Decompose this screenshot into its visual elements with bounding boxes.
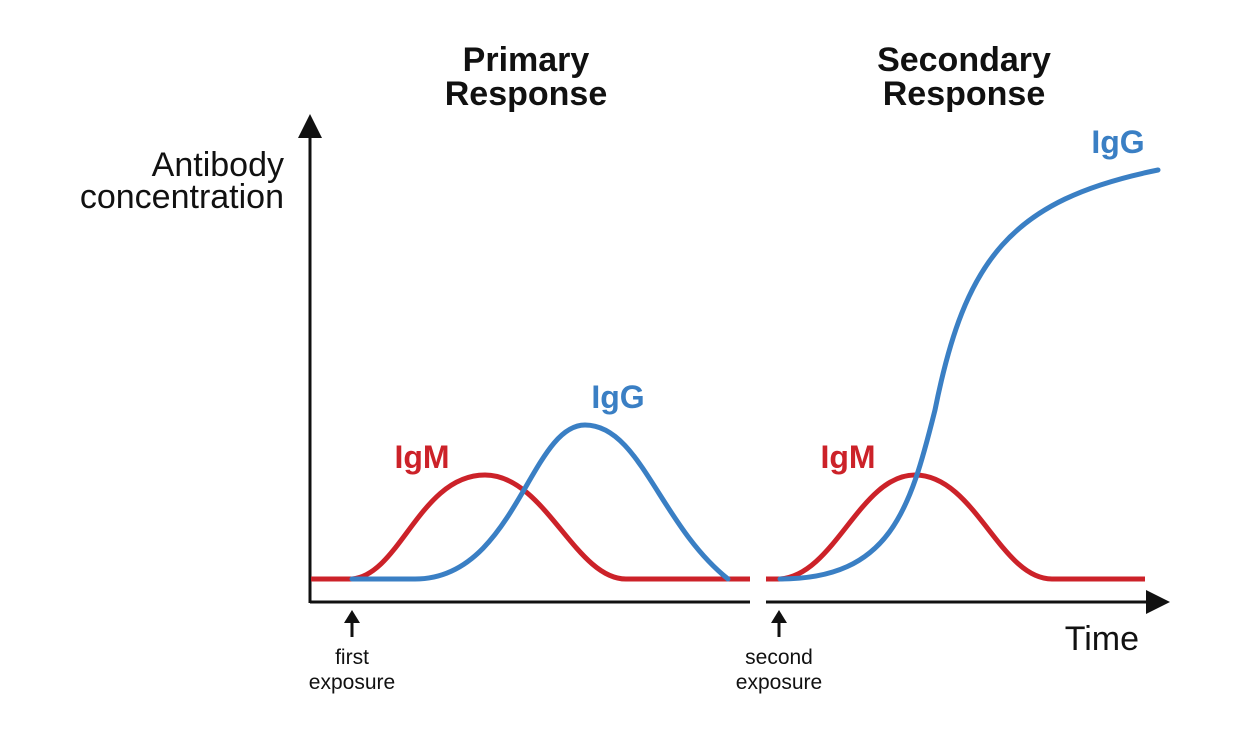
first-exposure-label-line2: exposure bbox=[309, 671, 395, 694]
secondary-title-line2: Response bbox=[883, 75, 1046, 113]
x-axis-label: Time bbox=[1065, 620, 1139, 658]
second-exposure-arrowhead bbox=[771, 610, 787, 623]
primary-igm-curve bbox=[349, 472, 629, 582]
y-axis-label-line2: concentration bbox=[80, 178, 284, 216]
primary-title-line1: Primary bbox=[463, 41, 590, 79]
secondary-igm-curve bbox=[777, 472, 1055, 582]
first-exposure-label-line1: first bbox=[335, 646, 369, 669]
secondary-title-line1: Secondary bbox=[877, 41, 1051, 79]
x-axis-arrowhead bbox=[1146, 590, 1170, 614]
primary-title-line2: Response bbox=[445, 75, 608, 113]
primary-igg-label: IgG bbox=[591, 379, 644, 415]
second-exposure-label-line1: second bbox=[745, 646, 813, 669]
second-exposure-label-line2: exposure bbox=[736, 671, 822, 694]
primary-igm-label: IgM bbox=[394, 439, 449, 475]
primary-igg-curve bbox=[349, 422, 731, 582]
secondary-igm-label: IgM bbox=[820, 439, 875, 475]
secondary-igg-label: IgG bbox=[1091, 124, 1144, 160]
y-axis-label-line1: Antibody bbox=[152, 146, 284, 184]
first-exposure-arrowhead bbox=[344, 610, 360, 623]
secondary-igg-curve bbox=[777, 167, 1161, 582]
y-axis-arrowhead bbox=[298, 114, 322, 138]
